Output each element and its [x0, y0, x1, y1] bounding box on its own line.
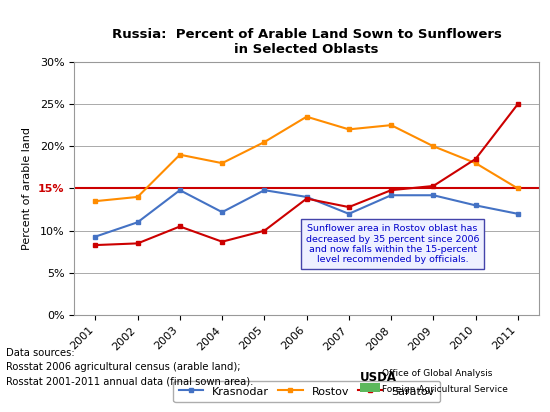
Krasnodar — [304, 194, 310, 199]
Rostov — [134, 194, 141, 199]
Saratov — [388, 188, 394, 193]
Rostov — [345, 127, 352, 132]
Saratov — [134, 241, 141, 246]
Krasnodar — [345, 211, 352, 216]
Rostov — [388, 123, 394, 128]
Saratov — [345, 205, 352, 210]
Krasnodar — [177, 188, 183, 193]
Krasnodar — [134, 220, 141, 225]
Text: Sunflower area in Rostov oblast has
decreased by 35 percent since 2006
and now f: Sunflower area in Rostov oblast has decr… — [306, 224, 480, 265]
Bar — [360, 383, 379, 391]
Krasnodar — [388, 193, 394, 198]
Krasnodar — [515, 211, 521, 216]
Y-axis label: Percent of arable land: Percent of arable land — [23, 127, 32, 250]
Saratov — [261, 228, 268, 233]
Text: Data sources:
Rosstat 2006 agricultural census (arable land);
Rosstat 2001-2011 : Data sources: Rosstat 2006 agricultural … — [6, 348, 253, 386]
Saratov — [430, 183, 437, 188]
Saratov — [472, 157, 479, 162]
Saratov — [304, 196, 310, 201]
Text: USDA: USDA — [360, 371, 397, 384]
Rostov — [515, 186, 521, 191]
Saratov — [515, 101, 521, 106]
Line: Krasnodar: Krasnodar — [93, 188, 520, 239]
Text: Office of Global Analysis: Office of Global Analysis — [382, 369, 493, 378]
Rostov — [472, 161, 479, 166]
Krasnodar — [219, 210, 225, 215]
Rostov — [430, 144, 437, 149]
Line: Rostov: Rostov — [93, 114, 520, 204]
Saratov — [92, 243, 98, 248]
Rostov — [92, 199, 98, 204]
Krasnodar — [92, 234, 98, 239]
Saratov — [219, 239, 225, 244]
Rostov — [177, 152, 183, 157]
Line: Saratov: Saratov — [93, 102, 520, 248]
Legend: Krasnodar, Rostov, Saratov: Krasnodar, Rostov, Saratov — [173, 381, 440, 402]
Krasnodar — [261, 188, 268, 193]
Saratov — [177, 224, 183, 229]
Text: Foreign Agricultural Service: Foreign Agricultural Service — [382, 385, 508, 394]
Krasnodar — [430, 193, 437, 198]
Title: Russia:  Percent of Arable Land Sown to Sunflowers
in Selected Oblasts: Russia: Percent of Arable Land Sown to S… — [112, 28, 502, 56]
Krasnodar — [472, 203, 479, 208]
Rostov — [304, 114, 310, 119]
Rostov — [219, 161, 225, 166]
Rostov — [261, 140, 268, 145]
